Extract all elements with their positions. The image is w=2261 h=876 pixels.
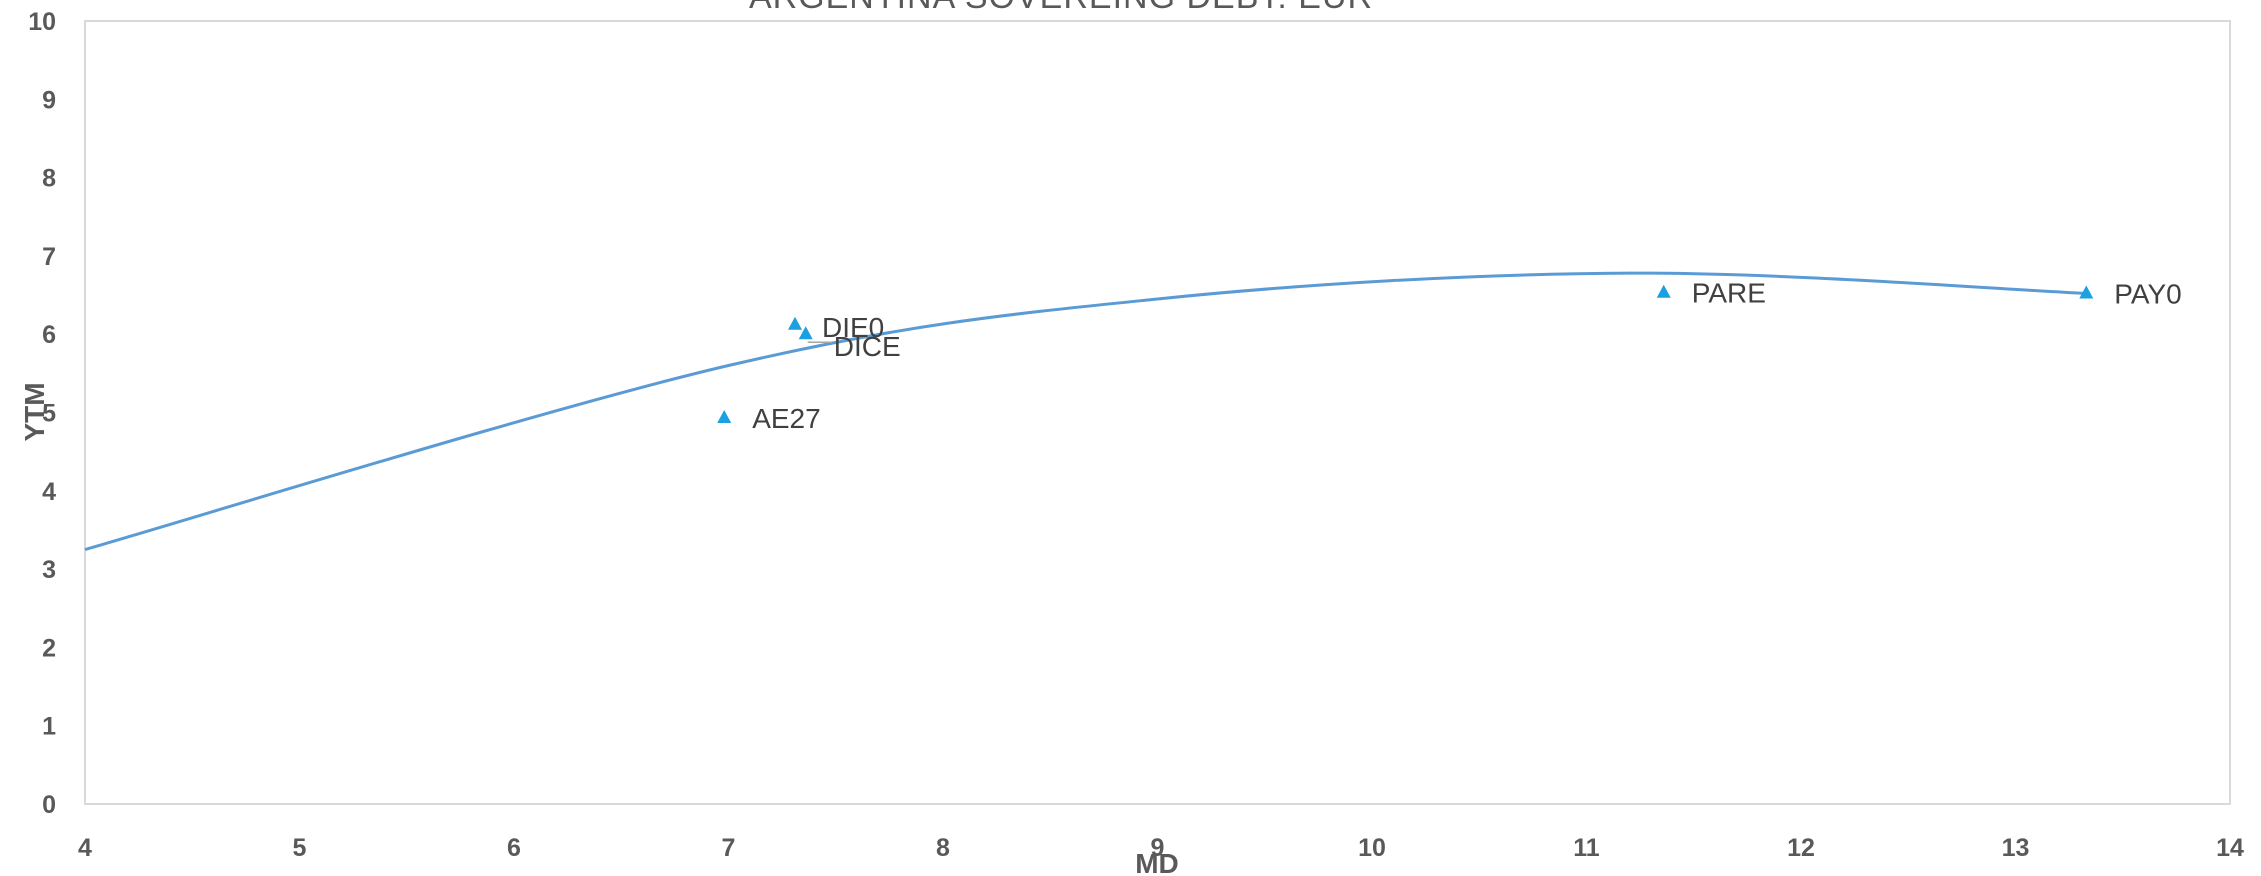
y-tick-label: 3	[42, 556, 56, 584]
y-axis: 0 1 2 3 4 5 6 7 8 9 10	[28, 8, 56, 819]
data-points	[717, 284, 2094, 423]
data-label-dice: DICE	[834, 331, 901, 362]
data-label-ae27: AE27	[752, 403, 821, 434]
plot-area	[84, 20, 2231, 805]
data-label-die0: DIE0	[822, 312, 884, 343]
x-tick-label: 12	[1787, 834, 1815, 862]
y-tick-label: 2	[42, 634, 56, 662]
x-tick-label: 6	[507, 834, 521, 862]
trendline	[84, 271, 2087, 551]
x-axis: 4 5 6 7 8 9 10 11 12 13 14	[78, 834, 2244, 862]
y-tick-label: 4	[42, 478, 56, 506]
y-tick-label: 6	[42, 321, 56, 349]
x-axis-title: MD	[1135, 848, 1179, 876]
y-tick-label: 8	[42, 165, 56, 193]
chart-title: ARGENTINA SOVEREING DEBT: EUR	[749, 0, 1373, 16]
y-tick-label: 0	[42, 791, 56, 819]
x-tick-label: 5	[293, 834, 307, 862]
x-tick-label: 13	[2002, 834, 2030, 862]
data-point-pare	[1656, 284, 1671, 298]
y-axis-title: YTM	[19, 382, 50, 441]
x-tick-label: 7	[722, 834, 736, 862]
x-tick-label: 10	[1358, 834, 1386, 862]
x-tick-label: 11	[1573, 834, 1600, 862]
data-point-dice	[798, 326, 813, 340]
y-tick-label: 9	[42, 86, 56, 114]
data-label-pare: PARE	[1692, 278, 1766, 309]
y-tick-label: 1	[42, 713, 56, 741]
y-tick-label: 7	[42, 243, 56, 271]
data-point-ae27	[717, 409, 732, 423]
y-tick-label: 5	[42, 400, 56, 428]
data-label-pay0: PAY0	[2114, 278, 2181, 309]
x-tick-label: 14	[2216, 834, 2244, 862]
data-point-die0	[787, 316, 802, 330]
x-tick-label: 8	[936, 834, 950, 862]
x-tick-label: 4	[78, 834, 92, 862]
x-tick-label: 9	[1151, 834, 1165, 862]
data-point-pay0	[2079, 285, 2094, 299]
y-tick-label: 10	[28, 8, 56, 36]
